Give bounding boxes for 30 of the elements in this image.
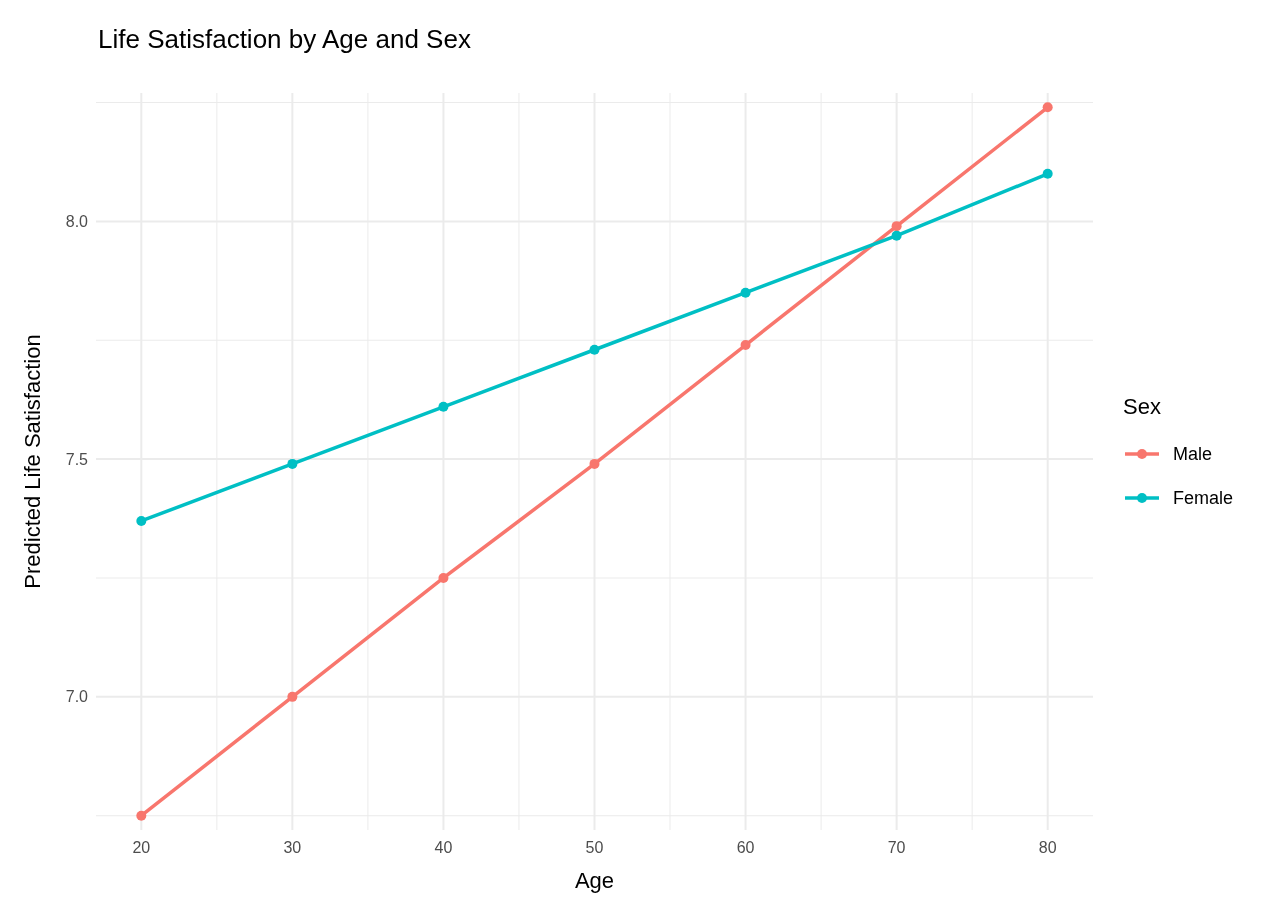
- point: [136, 810, 147, 821]
- point: [891, 221, 902, 232]
- x-tick-label: 80: [1038, 839, 1057, 856]
- x-tick-label: 30: [283, 839, 302, 856]
- point: [438, 572, 449, 583]
- x-tick-label: 20: [132, 839, 151, 856]
- point: [287, 458, 298, 469]
- point: [1042, 102, 1053, 113]
- point: [438, 401, 449, 412]
- x-axis-title: Age: [574, 868, 615, 893]
- point: [891, 230, 902, 241]
- legend-label: Male: [1173, 444, 1213, 465]
- y-tick-label: 7.0: [65, 688, 89, 706]
- x-tick-label: 60: [736, 839, 755, 856]
- chart-title: Life Satisfaction by Age and Sex: [98, 24, 471, 54]
- point: [287, 691, 298, 702]
- y-tick-label: 8.0: [65, 212, 89, 230]
- x-tick-label: 50: [585, 839, 604, 856]
- legend-title: Sex: [1123, 394, 1161, 419]
- y-tick-label: 7.5: [65, 450, 89, 468]
- x-tick-label: 40: [434, 839, 453, 856]
- y-axis-title: Predicted Life Satisfaction: [20, 334, 45, 589]
- x-tick-label: 70: [887, 839, 906, 856]
- point: [740, 287, 751, 298]
- legend-label: Female: [1173, 488, 1234, 509]
- point: [136, 515, 147, 526]
- point: [589, 458, 600, 469]
- point: [1042, 168, 1053, 179]
- point: [740, 340, 751, 351]
- point: [589, 344, 600, 355]
